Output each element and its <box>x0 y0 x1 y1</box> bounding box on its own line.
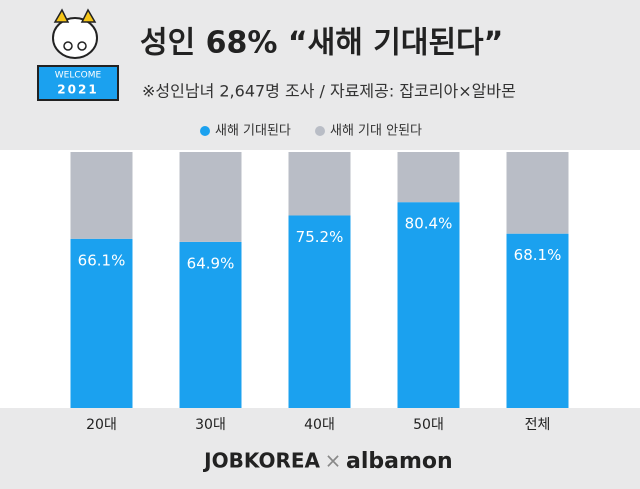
bar-segment <box>70 238 133 408</box>
data-label: 66.1% <box>78 251 126 269</box>
bar-segment <box>288 215 351 408</box>
footer-logo: JOBKOREA <box>202 449 320 473</box>
bar-segment <box>506 152 569 234</box>
x-tick-label: 전체 <box>525 417 551 433</box>
data-label: 64.9% <box>187 254 235 272</box>
badge-text: 2021 <box>57 83 98 97</box>
bar-segment <box>288 152 351 216</box>
footer-logo: albamon <box>346 449 453 474</box>
badge-horns <box>53 8 97 23</box>
data-label: 68.1% <box>514 246 562 264</box>
footer-separator: × <box>325 449 342 473</box>
badge-face <box>52 17 98 59</box>
legend-label: 새해 기대된다 <box>215 124 291 139</box>
legend-marker <box>200 126 210 136</box>
x-tick-label: 30대 <box>195 417 226 433</box>
badge-eye <box>63 41 73 51</box>
bar-segment <box>397 202 460 408</box>
legend-marker <box>315 126 325 136</box>
x-tick-label: 50대 <box>413 417 444 433</box>
badge: WELCOME 2021 <box>37 8 119 101</box>
badge-text: WELCOME <box>55 71 102 81</box>
bar-segment <box>397 152 460 203</box>
bar-segment <box>179 241 242 408</box>
x-tick-label: 40대 <box>304 417 335 433</box>
bar-segment <box>70 152 133 239</box>
chart-subtitle: ※성인남녀 2,647명 조사 / 자료제공: 잡코리아×알바몬 <box>142 82 516 101</box>
data-label: 80.4% <box>405 215 453 233</box>
bar-segment <box>506 233 569 408</box>
bar-segment <box>179 152 242 242</box>
x-tick-label: 20대 <box>86 417 117 433</box>
legend-label: 새해 기대 안된다 <box>330 124 422 139</box>
chart-title: 성인 68% “새해 기대된다” <box>140 26 503 61</box>
data-label: 75.2% <box>296 228 344 246</box>
badge-eye <box>77 41 87 51</box>
badge-banner <box>37 65 119 101</box>
